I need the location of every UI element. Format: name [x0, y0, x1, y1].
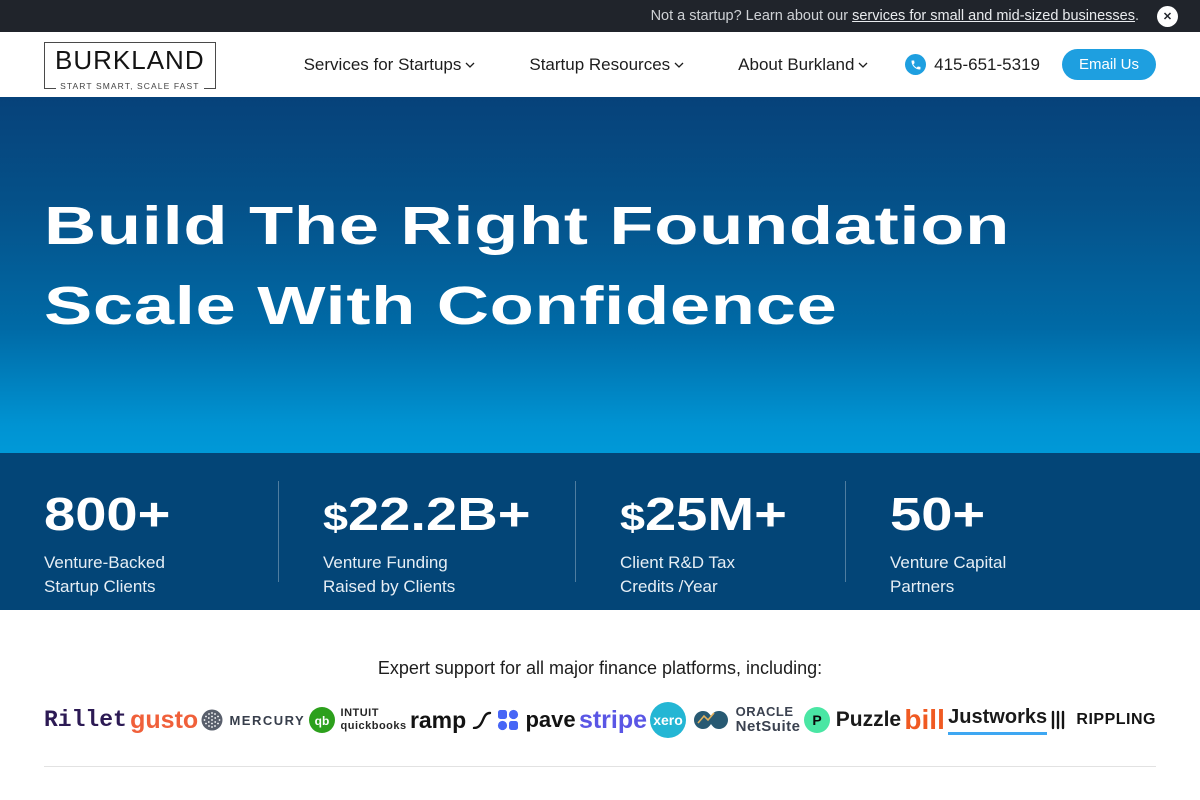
svg-text:xero: xero — [654, 712, 684, 728]
svg-text:P: P — [812, 712, 821, 728]
svg-text:qb: qb — [314, 714, 329, 728]
